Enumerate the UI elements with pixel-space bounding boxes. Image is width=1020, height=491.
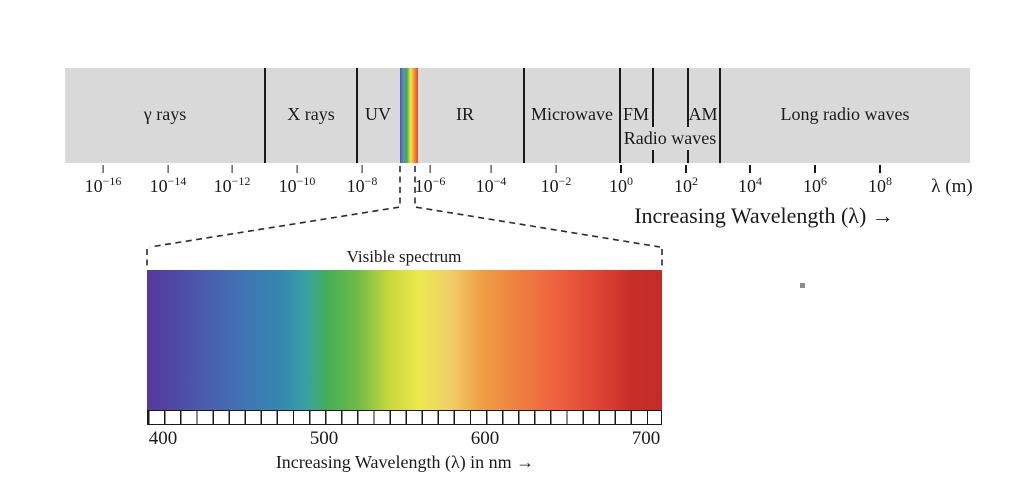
axis-tick-1e-16: 10−16 <box>85 165 121 197</box>
divider-am-left-stub <box>687 150 689 163</box>
region-label-long-radio-waves: Long radio waves <box>780 104 910 124</box>
axis-tick-1e6: 106 <box>803 165 827 197</box>
divider-fm-right-stub <box>652 150 654 163</box>
nm-label-500: 500 <box>309 428 339 449</box>
tick-mark <box>879 165 881 173</box>
axis-tick-1e-10: 10−10 <box>279 165 315 197</box>
tick-mark <box>361 165 363 173</box>
tick-mark <box>555 165 557 173</box>
tick-mark <box>102 165 104 173</box>
axis-tick-1e-12: 10−12 <box>214 165 250 197</box>
axis-tick-1e-4: 10−4 <box>476 165 506 197</box>
axis-tick-1e2: 102 <box>674 165 698 197</box>
visible-light-strip <box>400 68 418 163</box>
stray-dot-artifact <box>800 283 805 288</box>
divider-am-longradio <box>719 68 721 163</box>
region-label-gamma-rays: γ rays <box>143 104 187 124</box>
nm-label-700: 700 <box>631 428 661 449</box>
region-label-uv: UV <box>365 104 391 124</box>
tick-mark <box>231 165 233 173</box>
region-label-x-rays: X rays <box>287 104 335 124</box>
divider-fm-right-top <box>652 68 654 127</box>
region-label-am: AM <box>688 104 718 124</box>
tick-mark <box>490 165 492 173</box>
divider-gamma-xrays <box>264 68 266 163</box>
axis-tick-1e8: 108 <box>868 165 892 197</box>
divider-microwave-fm <box>619 68 621 163</box>
tick-mark <box>429 165 431 173</box>
visible-spectrum-title: Visible spectrum <box>346 247 462 266</box>
tick-mark <box>296 165 298 173</box>
region-label-microwave: Microwave <box>531 104 613 124</box>
axis-tick-1e-14: 10−14 <box>150 165 186 197</box>
nm-ruler <box>147 410 662 425</box>
divider-xrays-uv <box>356 68 358 163</box>
axis-tick-1e-6: 10−6 <box>415 165 445 197</box>
region-label-fm: FM <box>622 104 650 124</box>
divider-ir-microwave <box>523 68 525 163</box>
tick-mark <box>814 165 816 173</box>
increasing-wavelength-label: Increasing Wavelength (λ) → <box>634 203 894 228</box>
nm-label-400: 400 <box>148 428 178 449</box>
tick-mark <box>749 165 751 173</box>
axis-unit-label: λ (m) <box>931 176 973 197</box>
axis-tick-1e0: 100 <box>609 165 633 197</box>
region-label-radio-waves: Radio waves <box>623 128 717 148</box>
axis-tick-1e-8: 10−8 <box>347 165 377 197</box>
visible-spectrum-gradient <box>147 270 662 410</box>
nm-axis-caption: Increasing Wavelength (λ) in nm → <box>275 452 535 472</box>
axis-tick-1e-2: 10−2 <box>541 165 571 197</box>
axis-tick-1e4: 104 <box>738 165 762 197</box>
region-label-ir: IR <box>456 104 474 124</box>
em-band: γ rays X rays UV IR Microwave FM AM Radi… <box>65 68 970 163</box>
nm-label-600: 600 <box>470 428 500 449</box>
tick-mark <box>685 165 687 173</box>
tick-mark <box>167 165 169 173</box>
tick-mark <box>620 165 622 173</box>
divider-am-left-top <box>687 68 689 127</box>
